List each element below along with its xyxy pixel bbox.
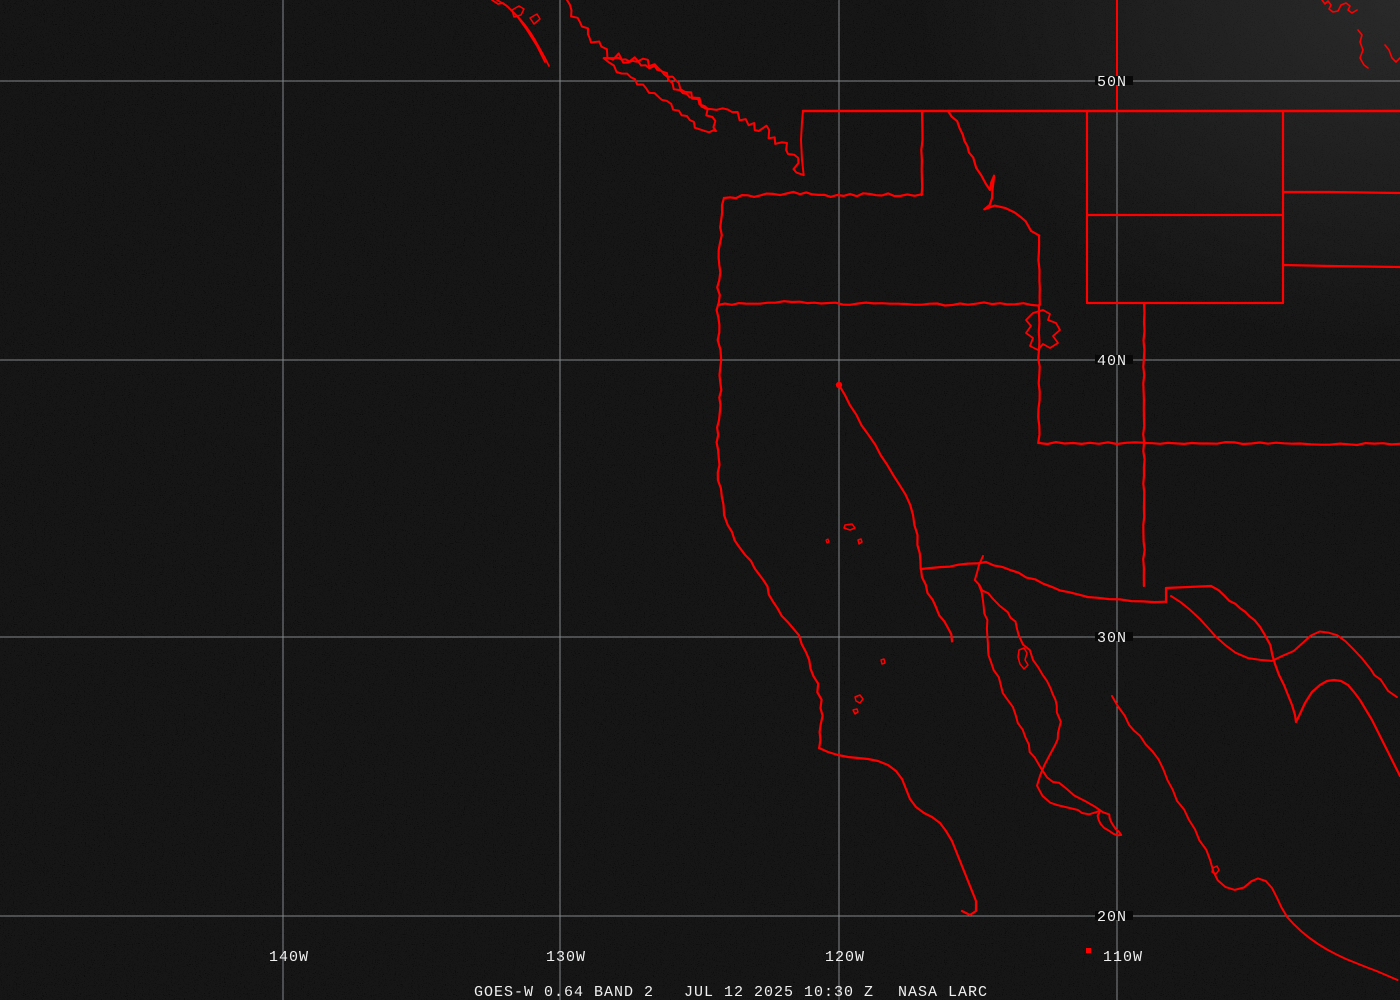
svg-text:120W: 120W xyxy=(825,949,865,966)
svg-text:140W: 140W xyxy=(269,949,309,966)
svg-text:30N: 30N xyxy=(1097,630,1127,647)
svg-text:GOES-W 0.64 BAND 2: GOES-W 0.64 BAND 2 xyxy=(474,984,654,1000)
svg-text:110W: 110W xyxy=(1103,949,1143,966)
svg-text:50N: 50N xyxy=(1097,74,1127,91)
svg-text:JUL 12 2025 10:30 Z: JUL 12 2025 10:30 Z xyxy=(684,984,874,1000)
svg-text:130W: 130W xyxy=(546,949,586,966)
svg-text:40N: 40N xyxy=(1097,353,1127,370)
svg-text:NASA LARC: NASA LARC xyxy=(898,984,988,1000)
svg-text:20N: 20N xyxy=(1097,909,1127,926)
